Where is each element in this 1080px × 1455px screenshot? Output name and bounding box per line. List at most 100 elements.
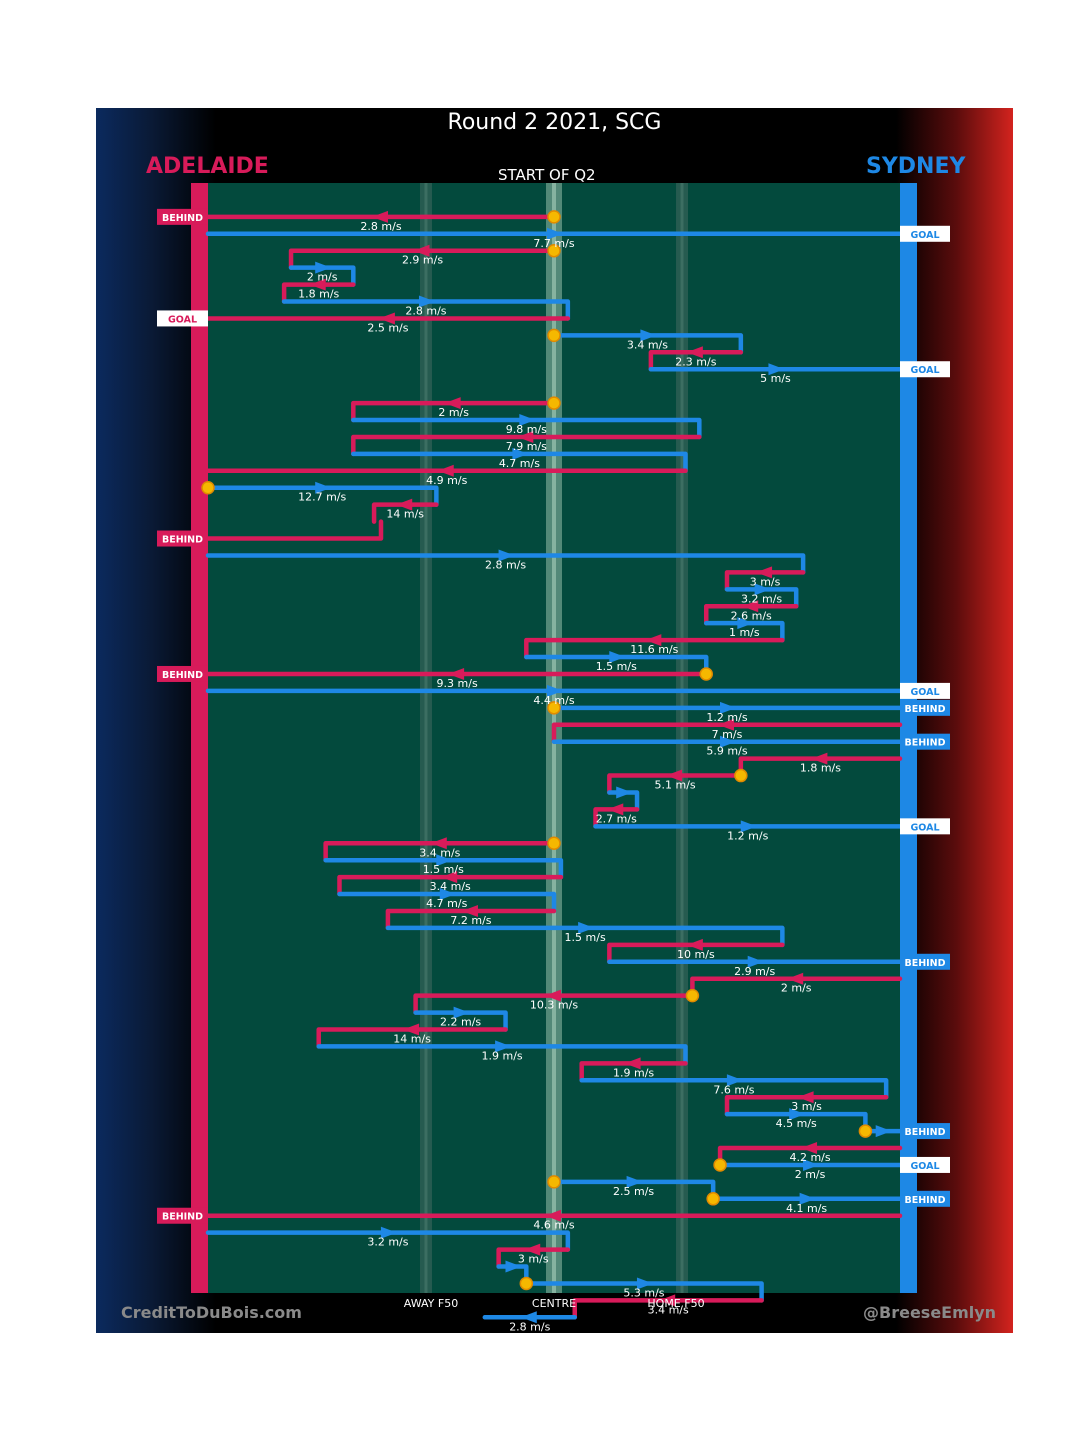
chain-arrow-11: [519, 414, 536, 427]
chain-arrow-24: [609, 651, 626, 664]
outcome-label-54: GOAL: [910, 1161, 939, 1172]
chain-arrow-2: [413, 244, 430, 257]
speed-label-33: 2.7 m/s: [596, 812, 637, 825]
chain-arrow-49: [726, 1074, 743, 1087]
chain-segment-5: [281, 299, 571, 321]
outcome-badge-17: [157, 530, 208, 547]
stoppage-dot-0: [547, 210, 561, 224]
stoppage-dot-55: [547, 1175, 561, 1189]
chain-segment-21: [703, 604, 799, 626]
outcome-badge-42: [900, 953, 950, 970]
chain-segment-31: [607, 773, 744, 795]
speed-label-49: 7.6 m/s: [713, 1083, 754, 1096]
speed-label-31: 5.1 m/s: [655, 779, 696, 792]
speed-label-46: 14 m/s: [393, 1033, 431, 1046]
axis-label-centre: CENTRE: [531, 1297, 577, 1310]
outcome-label-52: BEHIND: [904, 1127, 945, 1138]
chain-arrow-12: [517, 430, 534, 443]
chain-segment-12: [351, 434, 702, 457]
chain-segment-41: [607, 942, 785, 965]
speed-label-4: 1.8 m/s: [298, 288, 339, 301]
chain-arrow-43: [787, 972, 804, 985]
chain-segment-16: [371, 502, 439, 524]
chain-arrow-21: [742, 600, 759, 613]
speed-label-55: 2.5 m/s: [613, 1185, 654, 1198]
speed-label-13: 4.7 m/s: [499, 457, 540, 470]
speed-label-20: 3.2 m/s: [741, 592, 782, 605]
chain-segment-36: [323, 857, 564, 880]
outcome-label-42: BEHIND: [904, 958, 945, 969]
chain-arrow-47: [495, 1040, 512, 1053]
speed-label-45: 2.2 m/s: [440, 1016, 481, 1029]
outcome-badge-9: [900, 361, 950, 378]
chain-arrow-9: [768, 363, 785, 376]
chain-arrow-48: [624, 1057, 641, 1070]
speed-label-47: 1.9 m/s: [482, 1049, 523, 1062]
chain-arrow-38: [439, 888, 456, 901]
outcome-badge-6: [157, 310, 208, 327]
chain-arrow-33: [607, 803, 624, 816]
chain-segment-50: [724, 1094, 889, 1117]
chain-arrow-55: [626, 1175, 643, 1188]
outcome-label-6: GOAL: [168, 314, 197, 325]
outcome-label-17: BEHIND: [162, 535, 203, 546]
outcome-label-26: GOAL: [910, 687, 939, 698]
chain-arrow-32: [616, 786, 633, 799]
speed-label-35: 3.4 m/s: [419, 846, 460, 859]
chain-arrow-59: [524, 1243, 541, 1256]
chain-arrow-26: [547, 684, 563, 697]
stoppage-dot-44: [685, 988, 700, 1003]
stoppage-dot-61: [519, 1276, 534, 1291]
speed-label-9: 5 m/s: [760, 372, 791, 385]
chain-arrow-35: [430, 837, 447, 850]
chain-arrow-31: [666, 769, 683, 782]
chain-chart: 2.8 m/s BEHIND 7.7 m/s GOAL 2.9 m/s 2 m/s 1.8 …: [157, 183, 950, 1333]
outcome-badge-26: [900, 682, 950, 699]
period-label: START OF Q2: [498, 166, 596, 184]
chain-arrow-18: [498, 549, 515, 562]
speed-label-40: 1.5 m/s: [565, 931, 606, 944]
chain-segment-13: [351, 451, 688, 474]
chain-arrow-50: [797, 1091, 814, 1104]
chain-segment-22: [703, 620, 785, 643]
speed-label-24: 1.5 m/s: [596, 660, 637, 673]
chain-segment-2: [288, 248, 557, 270]
chain-arrow-19: [756, 566, 773, 579]
chain-arrow-63: [520, 1311, 537, 1324]
speed-label-12: 7.9 m/s: [506, 440, 547, 453]
stoppage-dot-56: [706, 1192, 720, 1206]
outcome-label-56: BEHIND: [904, 1195, 945, 1206]
chain-arrow-27: [720, 701, 736, 714]
speed-label-11: 9.8 m/s: [506, 423, 547, 436]
chain-arrow-29: [720, 735, 736, 748]
outcome-badge-57: [157, 1207, 208, 1224]
chain-arrow-40: [578, 921, 595, 934]
chain-segment-61: [524, 1281, 764, 1303]
speed-label-38: 4.7 m/s: [426, 897, 467, 910]
chain-segment-18: [205, 553, 806, 575]
speed-label-34: 1.2 m/s: [727, 829, 768, 842]
chain-arrow-10: [444, 397, 461, 410]
speed-label-57: 4.6 m/s: [533, 1219, 574, 1232]
chain-arrow-45: [453, 1006, 470, 1019]
speed-label-48: 1.9 m/s: [613, 1066, 654, 1079]
speed-label-3: 2 m/s: [307, 271, 338, 284]
chain-arrow-5: [418, 295, 435, 308]
chain-segment-11: [351, 417, 702, 440]
speed-label-62: 3.4 m/s: [648, 1303, 689, 1316]
outcome-label-27: BEHIND: [904, 704, 945, 715]
speed-label-0: 2.8 m/s: [360, 220, 401, 233]
chain-arrow-42: [747, 955, 764, 968]
outcome-badge-25: [157, 665, 208, 682]
chain-arrow-0: [372, 210, 388, 223]
chain-arrow-25: [448, 667, 465, 680]
chain-arrow-3: [315, 261, 332, 274]
outcome-label-9: GOAL: [910, 365, 939, 376]
chain-arrow-44: [545, 989, 561, 1002]
speed-label-51: 4.5 m/s: [776, 1117, 817, 1130]
outcome-label-57: BEHIND: [162, 1212, 203, 1223]
speed-label-39: 7.2 m/s: [450, 914, 491, 927]
chain-segment-17: [205, 519, 384, 541]
chain-arrow-41: [686, 938, 703, 951]
chain-arrow-61: [636, 1277, 653, 1290]
